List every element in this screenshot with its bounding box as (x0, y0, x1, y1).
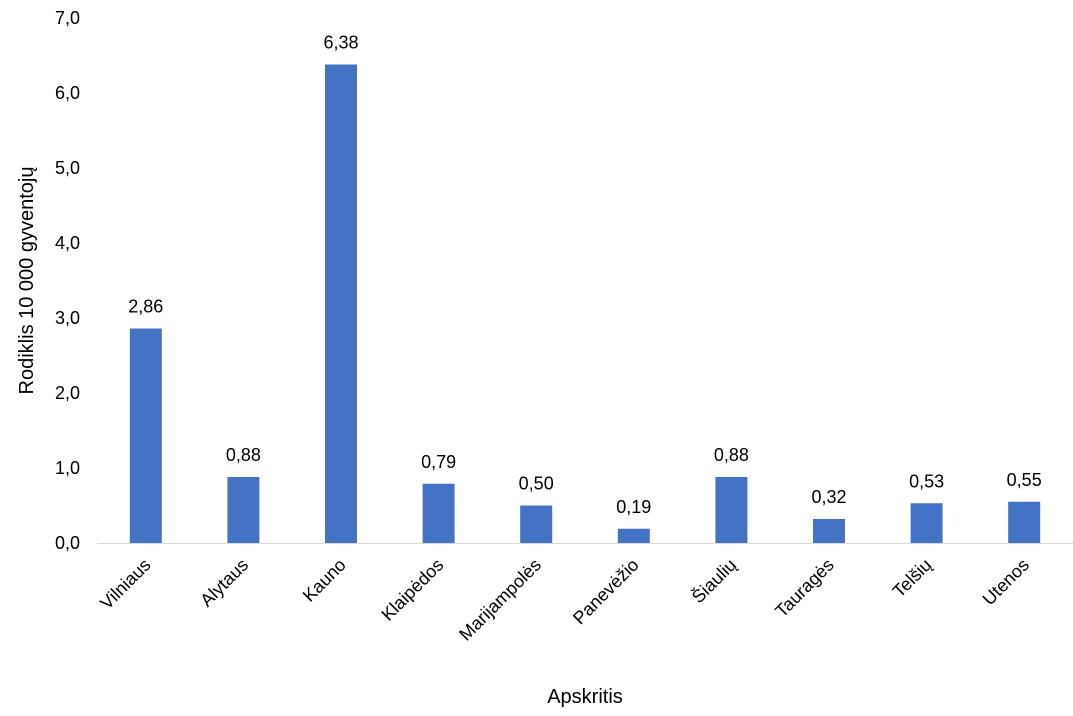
y-tick-label: 1,0 (55, 458, 80, 478)
x-axis-ticks: Vilniaus Alytaus Kauno Klaipėdos Marijampolė… (96, 554, 1033, 645)
y-tick-label: 6,0 (55, 83, 80, 103)
x-tick-label: Klaipėdos (377, 555, 447, 625)
bar (813, 519, 845, 543)
bar (520, 505, 553, 543)
data-label: 0,50 (519, 474, 554, 494)
x-tick-label: Utenos (979, 555, 1033, 609)
x-tick-label: Alytaus (196, 555, 252, 611)
data-label: 0,55 (1007, 470, 1042, 490)
x-tick-label: Vilniaus (96, 555, 154, 613)
y-tick-label: 4,0 (55, 233, 80, 253)
data-label: 0,32 (811, 487, 846, 507)
data-label: 0,88 (714, 445, 749, 465)
data-label: 0,88 (226, 445, 261, 465)
x-tick-label: Telšių (889, 555, 936, 602)
x-axis-title: Apskritis (547, 686, 623, 708)
bar (227, 477, 260, 543)
y-tick-label: 7,0 (55, 8, 80, 28)
y-tick-label: 2,0 (55, 383, 80, 403)
data-label: 0,79 (421, 452, 456, 472)
data-labels: 2,86 0,88 6,38 0,79 0,50 0,19 0,88 0,32 0,53 0,55 (128, 33, 1041, 517)
x-tick-label: Panevėžio (569, 555, 643, 629)
x-tick-label: Šiaulių (687, 554, 740, 607)
data-label: 0,19 (616, 497, 651, 517)
y-tick-label: 0,0 (55, 533, 80, 553)
y-tick-label: 5,0 (55, 158, 80, 178)
data-label: 2,86 (128, 297, 163, 317)
bar (422, 483, 455, 543)
x-tick-label: Tauragės (771, 555, 838, 622)
y-axis-ticks: 0,0 1,0 2,0 3,0 4,0 5,0 6,0 7,0 (55, 8, 80, 553)
bars (129, 64, 1041, 543)
bar (325, 64, 357, 543)
x-tick-label: Marijampolės (455, 555, 545, 645)
bar (617, 528, 650, 543)
bar (910, 503, 943, 543)
bar (715, 477, 748, 543)
bar (1008, 501, 1041, 543)
bar (129, 328, 162, 543)
x-tick-label: Kauno (299, 555, 350, 606)
data-label: 0,53 (909, 471, 944, 491)
y-axis-title: Rodiklis 10 000 gyventojų (16, 167, 38, 395)
y-tick-label: 3,0 (55, 308, 80, 328)
data-label: 6,38 (323, 33, 358, 53)
